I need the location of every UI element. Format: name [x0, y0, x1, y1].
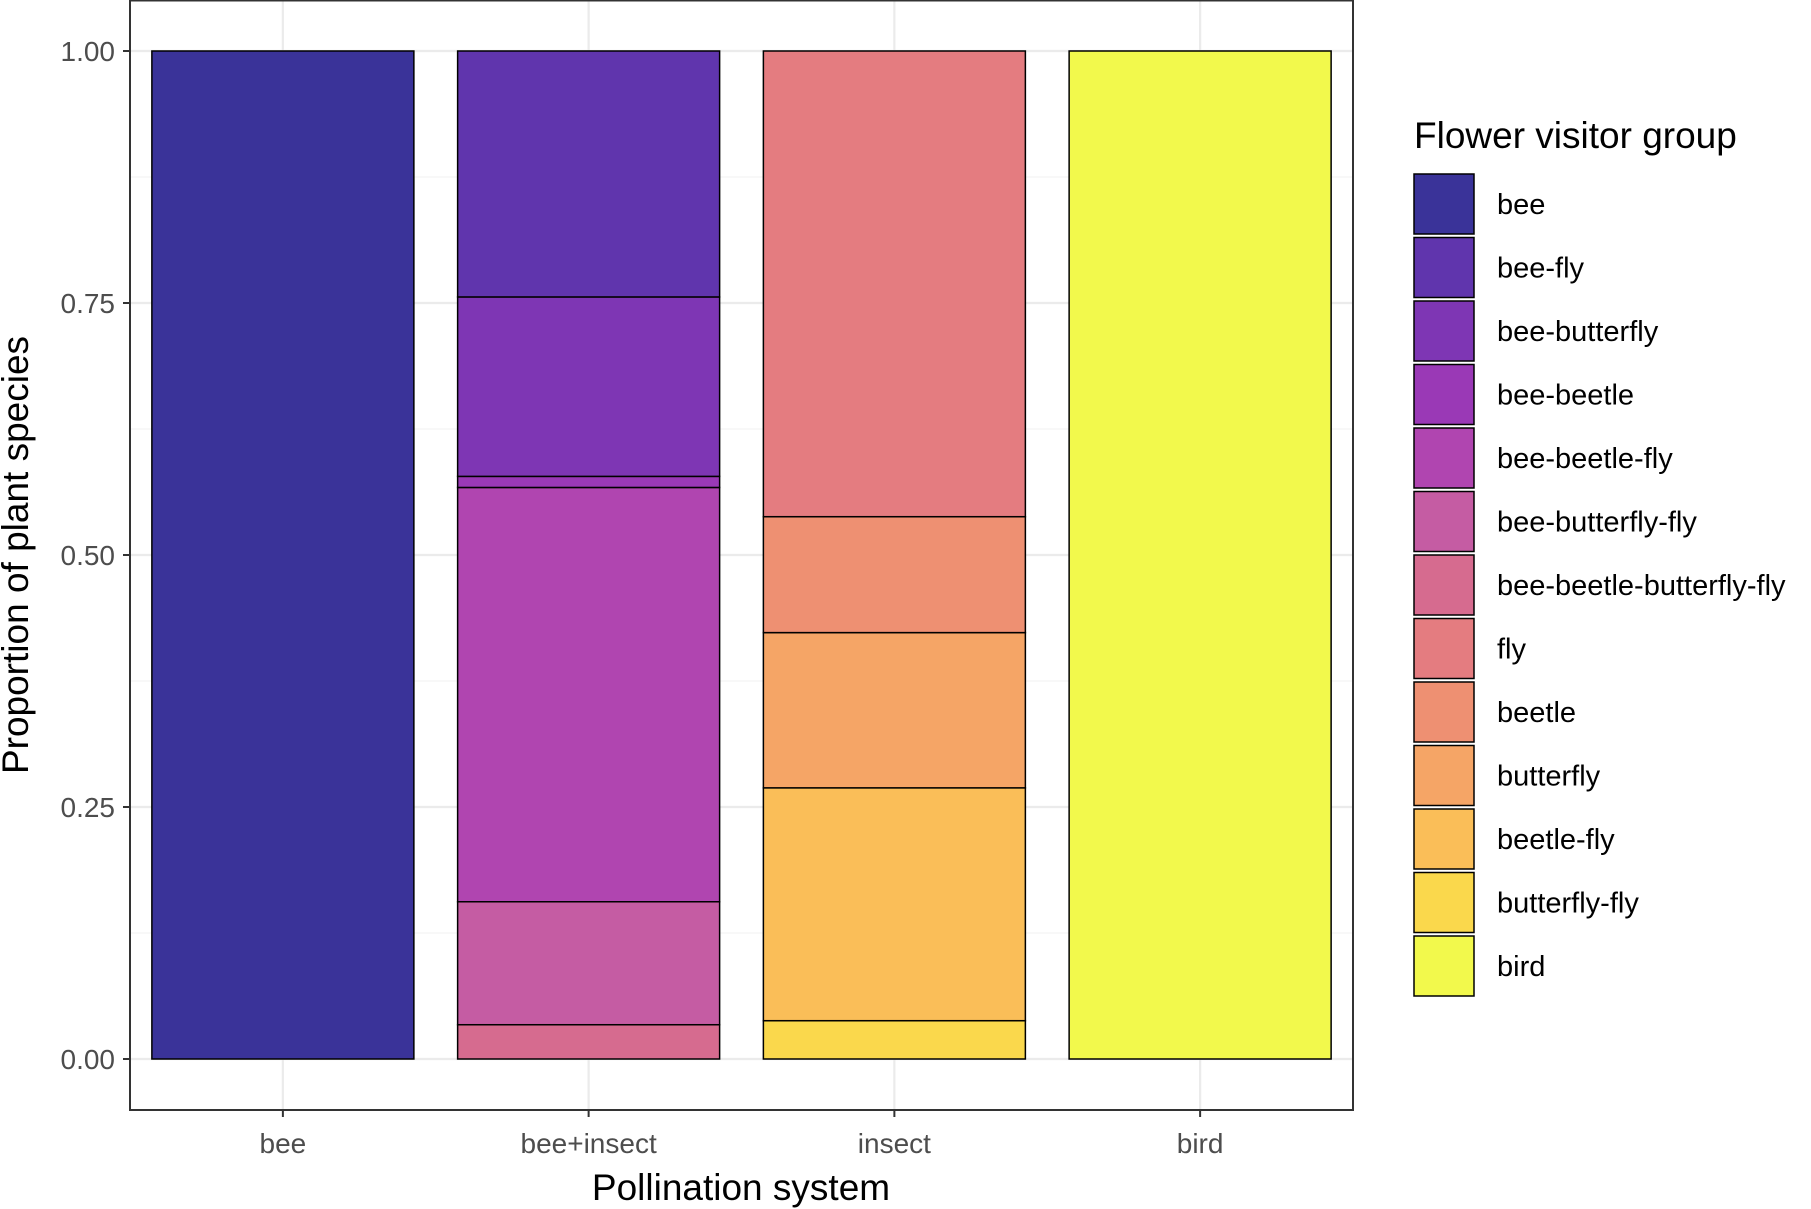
x-tick-label: bird: [1177, 1128, 1224, 1159]
bar-segment-insect-butterfly-fly: [762, 1019, 1027, 1060]
legend-title: Flower visitor group: [1414, 115, 1737, 156]
legend-label-bee-beetle: bee-beetle: [1497, 380, 1634, 412]
bar-segment-insect-fly: [762, 50, 1027, 518]
bar-segment-bee-bee: [151, 50, 415, 1060]
bar-segment-insect-beetle: [762, 515, 1027, 634]
legend-label-bee-beetle-fly: bee-beetle-fly: [1497, 443, 1673, 475]
x-axis-title: Pollination system: [592, 1167, 890, 1208]
bar-segment-bee-insect-bee-butterfly: [456, 296, 721, 478]
legend-key-fly: [1413, 617, 1475, 680]
legend-label-bee: bee: [1497, 189, 1545, 221]
bar-segment-bee-insect-bee-beetle-fly: [456, 486, 721, 903]
legend-label-beetle: beetle: [1497, 697, 1576, 729]
legend-key-bee-beetle-fly: [1413, 427, 1475, 489]
y-tick-label: 0.00: [61, 1044, 116, 1075]
legend-key-beetle: [1413, 681, 1475, 743]
legend-key-bee-fly: [1413, 236, 1475, 299]
x-tick-label: insect: [858, 1128, 931, 1159]
bars: [151, 50, 1332, 1060]
bar-segment-insect-butterfly: [762, 631, 1027, 789]
legend-label-bee-butterfly-fly: bee-butterfly-fly: [1497, 507, 1697, 539]
y-tick-label: 0.25: [61, 792, 116, 823]
legend-label-butterfly-fly: butterfly-fly: [1497, 888, 1639, 920]
legend-label-butterfly: butterfly: [1497, 761, 1601, 793]
x-tick-label: bee+insect: [521, 1128, 657, 1159]
bar-segment-bee-insect-bee-butterfly-fly: [456, 901, 721, 1026]
legend-key-bird: [1413, 935, 1475, 997]
legend-label-bee-beetle-butterfly-fly: bee-beetle-butterfly-fly: [1497, 570, 1786, 602]
legend-key-bee-beetle-butterfly-fly: [1413, 554, 1475, 616]
y-tick-label: 1.00: [61, 36, 116, 67]
legend-label-bee-fly: bee-fly: [1497, 253, 1585, 285]
bar-segment-bird-bird: [1068, 50, 1332, 1060]
legend-label-bee-butterfly: bee-butterfly: [1497, 316, 1659, 348]
legend-key-butterfly: [1413, 744, 1475, 807]
y-axis-ticks: 0.00 0.25 0.50 0.75 1.00: [61, 36, 130, 1075]
legend-key-beetle-fly: [1413, 808, 1475, 870]
legend-key-bee-butterfly-fly: [1413, 490, 1475, 553]
legend-label-bird: bird: [1497, 951, 1545, 983]
bar-segment-bee-insect-bee-beetle-butterfly-fly: [456, 1023, 721, 1060]
x-tick-label: bee: [260, 1128, 307, 1159]
legend-key-bee-beetle: [1413, 363, 1475, 426]
bar-segment-bee-insect-bee-beetle: [456, 475, 721, 489]
bar-segment-bee-insect-bee-fly: [456, 50, 721, 298]
bar-segment-insect-beetle-fly: [762, 787, 1027, 1022]
y-tick-label: 0.75: [61, 288, 116, 319]
y-tick-label: 0.50: [61, 540, 116, 571]
legend: Flower visitor group bee bee-fly bee-butte…: [1413, 115, 1786, 997]
y-axis-title: Proportion of plant species: [0, 336, 36, 774]
legend-key-bee-butterfly: [1413, 300, 1475, 362]
legend-key-butterfly-fly: [1413, 871, 1475, 934]
legend-label-fly: fly: [1497, 634, 1527, 666]
x-axis-ticks: bee bee+insect insect bird: [260, 1110, 1224, 1159]
legend-label-beetle-fly: beetle-fly: [1497, 824, 1615, 856]
legend-key-bee: [1413, 173, 1475, 235]
